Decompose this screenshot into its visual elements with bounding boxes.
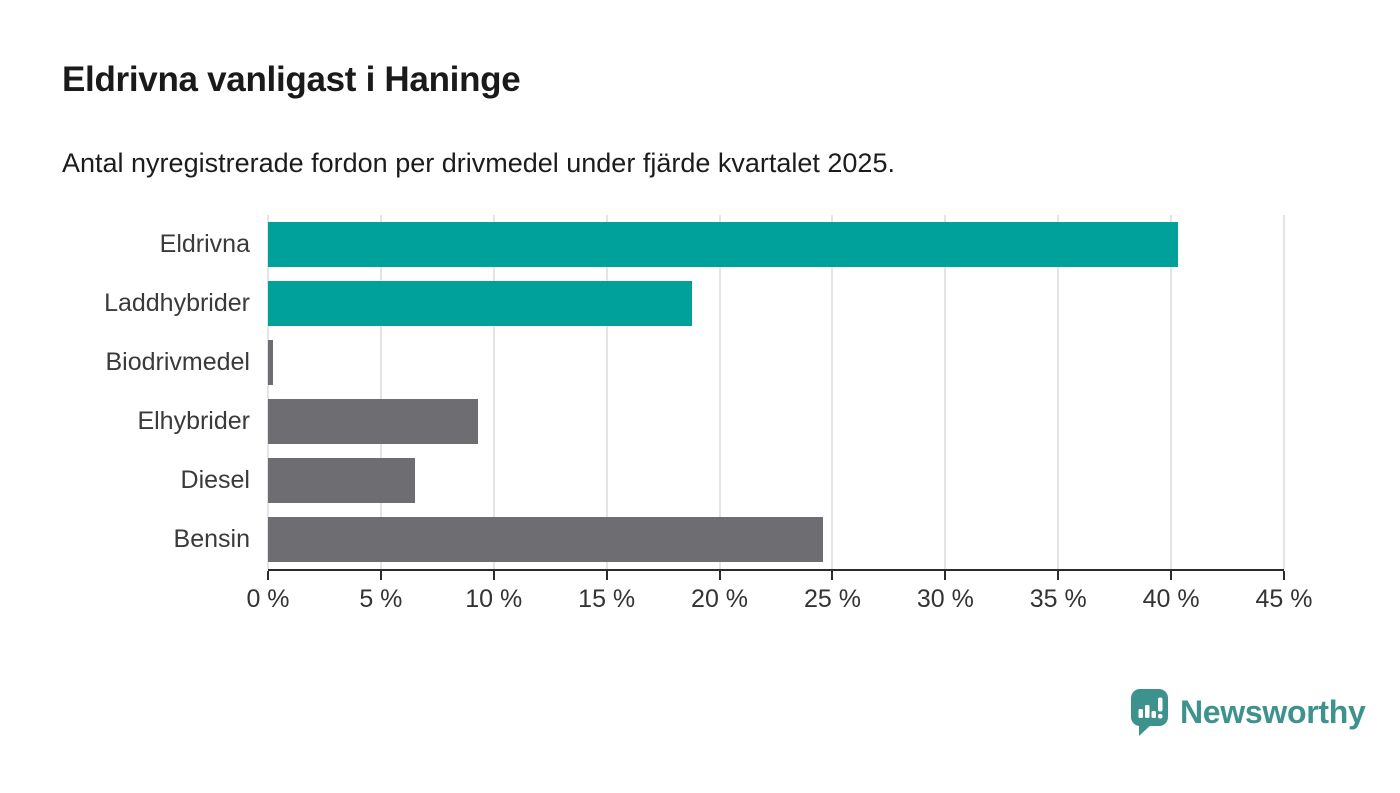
axis-tick: [492, 571, 495, 580]
gridline: [831, 215, 834, 569]
gridline: [379, 215, 382, 569]
axis-tick-label: 45 %: [1255, 585, 1313, 613]
bar-row: Diesel: [181, 451, 1284, 510]
bar-laddhybrider: [268, 281, 693, 326]
gridline: [605, 215, 608, 569]
gridline: [1283, 215, 1285, 569]
bar-row: Laddhybrider: [104, 274, 1284, 333]
axis-tick-label: 10 %: [465, 585, 523, 613]
gridline: [1170, 215, 1173, 569]
plot-area: Eldrivna Laddhybrider Biodrivmedel Elhybrid…: [104, 215, 1312, 613]
chart-subtitle: Antal nyregistrerade fordon per drivmede…: [62, 148, 895, 178]
axis-tick-label: 25 %: [803, 585, 861, 613]
axis-tick: [1170, 571, 1173, 580]
gridline: [718, 215, 721, 569]
bar-biodrivmedel: [268, 340, 273, 385]
axis-tick-label: 15 %: [578, 585, 636, 613]
newsworthy-logo-text: Newsworthy: [1180, 693, 1366, 730]
axis-tick: [267, 571, 269, 580]
axis-tick: [1057, 571, 1060, 580]
category-label: Laddhybrider: [104, 289, 250, 317]
bar-bensin: [268, 517, 824, 562]
category-label: Biodrivmedel: [105, 348, 250, 376]
gridline: [944, 215, 947, 569]
bar-eldrivna: [268, 222, 1178, 267]
axis-tick: [831, 571, 834, 580]
bar-row: Eldrivna: [160, 215, 1284, 274]
bar-row: Biodrivmedel: [105, 333, 1284, 392]
axis-tick-label: 40 %: [1142, 585, 1200, 613]
newsworthy-logo: Newsworthy: [1129, 688, 1366, 736]
axis-tick-label: 0 %: [246, 585, 290, 613]
axis-tick: [944, 571, 947, 580]
bar-row: Elhybrider: [137, 392, 1284, 451]
axis-tick: [605, 571, 608, 580]
axis-tick: [718, 571, 721, 580]
grid-layer: [267, 215, 1285, 569]
gridline: [492, 215, 495, 569]
bar-rows: Eldrivna Laddhybrider Biodrivmedel Elhybrid…: [104, 215, 1284, 569]
category-label: Diesel: [180, 466, 250, 494]
page-title: Eldrivna vanligast i Haninge: [62, 60, 521, 99]
axis-tick-label: 35 %: [1029, 585, 1087, 613]
axis-tick-label: 30 %: [916, 585, 974, 613]
category-label: Bensin: [173, 525, 250, 553]
bar-diesel: [268, 458, 415, 503]
axis-tick: [379, 571, 382, 580]
bar-row: Bensin: [174, 510, 1284, 569]
bar-elhybrider: [268, 399, 478, 444]
category-label: Elhybrider: [137, 407, 250, 435]
axis-tick-label: 5 %: [359, 585, 403, 613]
newsworthy-logo-icon: [1131, 689, 1168, 736]
axis-tick: [1283, 571, 1285, 580]
category-label: Eldrivna: [159, 230, 250, 258]
gridline: [1057, 215, 1060, 569]
gridline: [267, 215, 269, 569]
axis-tick-label: 20 %: [691, 585, 749, 613]
